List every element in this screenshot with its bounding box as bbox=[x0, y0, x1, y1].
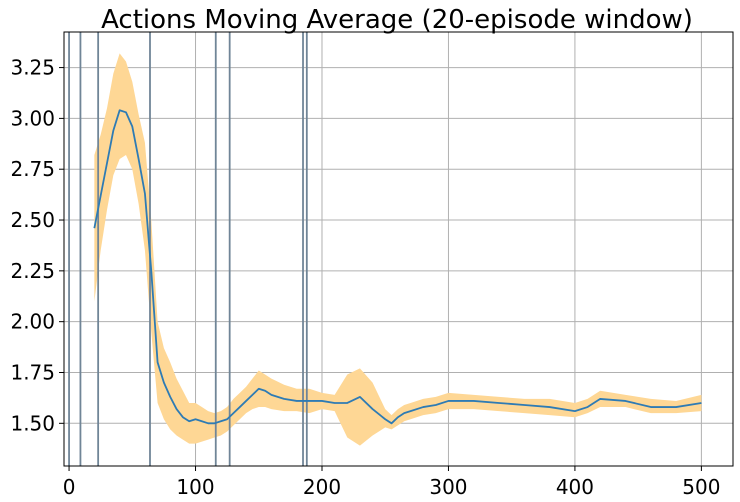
axes-frame bbox=[63, 31, 734, 467]
y-tick-label: 2.25 bbox=[10, 259, 55, 283]
std-band bbox=[94, 53, 702, 446]
y-tick-label: 1.75 bbox=[10, 360, 55, 384]
series-line-layer bbox=[93, 109, 702, 425]
chart-title: Actions Moving Average (20-episode windo… bbox=[101, 5, 693, 35]
x-tick-label: 400 bbox=[556, 475, 594, 499]
plot-frame bbox=[63, 31, 734, 467]
y-tick-label: 2.75 bbox=[10, 157, 55, 181]
confidence-band-layer bbox=[94, 53, 702, 446]
y-tick-label: 3.00 bbox=[10, 106, 55, 130]
tick-labels: 0 100 200 300 400 500 1.50 1.75 2.00 2.25 2.50 2.75… bbox=[10, 56, 720, 499]
x-tick-label: 300 bbox=[429, 475, 467, 499]
y-tick-label: 2.00 bbox=[10, 310, 55, 334]
y-tick-label: 1.50 bbox=[10, 411, 55, 435]
x-tick-label: 100 bbox=[176, 475, 214, 499]
y-tick-label: 3.25 bbox=[10, 56, 55, 80]
x-tick-label: 200 bbox=[303, 475, 341, 499]
series-line bbox=[93, 109, 702, 425]
y-tick-label: 2.50 bbox=[10, 208, 55, 232]
x-tick-label: 0 bbox=[63, 475, 76, 499]
x-tick-label: 500 bbox=[682, 475, 720, 499]
grid-lines bbox=[64, 32, 733, 466]
